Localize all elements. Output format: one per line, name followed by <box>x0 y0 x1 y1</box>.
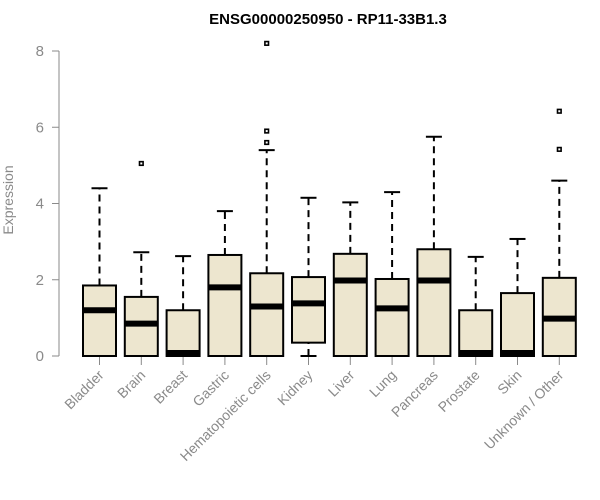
box-skin <box>500 237 535 357</box>
box-body <box>374 277 410 357</box>
box-body <box>249 272 285 357</box>
box-breast <box>165 255 201 357</box>
box-liver <box>332 201 368 357</box>
box-kidney <box>291 196 326 357</box>
y-tick-label: 8 <box>36 43 44 60</box>
box-body <box>165 309 201 357</box>
box-body <box>416 248 452 357</box>
box-unknown-other <box>541 108 577 357</box>
y-axis-ticks: 0 2 4 6 8 <box>36 43 59 365</box>
outlier-point <box>556 108 562 114</box>
x-tick-label: Kidney <box>274 367 316 409</box>
x-tick-label: Brain <box>114 367 148 401</box>
x-tick-label: Unknown / Other <box>481 367 567 453</box>
y-tick-label: 0 <box>36 348 44 365</box>
outlier-point <box>264 139 270 146</box>
box-brain <box>123 160 159 357</box>
box-pancreas <box>416 135 452 357</box>
box-hematopoietic-cells <box>249 40 285 357</box>
outlier-point <box>264 40 270 46</box>
box-bladder <box>82 187 117 357</box>
box-prostate <box>458 255 494 357</box>
x-tick-label: Prostate <box>435 367 483 415</box>
outlier-point <box>556 146 562 152</box>
box-body <box>291 276 326 344</box>
box-body <box>500 292 535 357</box>
x-tick-label: Liver <box>325 367 358 400</box>
box-gastric <box>207 210 243 357</box>
box-body <box>82 284 117 357</box>
x-tick-label: Bladder <box>61 367 107 413</box>
outlier-point <box>138 160 144 167</box>
x-tick-label: Skin <box>494 367 525 398</box>
x-tick-label: Lung <box>366 367 399 400</box>
chart-title: ENSG00000250950 - RP11-33B1.3 <box>209 11 447 28</box>
y-axis-label: Expression <box>0 165 16 234</box>
y-tick-label: 6 <box>36 119 44 136</box>
box-body <box>207 253 243 357</box>
box-series <box>82 40 577 357</box>
box-body <box>458 309 494 357</box>
x-tick-label: Breast <box>150 367 190 407</box>
y-tick-label: 4 <box>36 196 44 213</box>
outlier-point <box>264 128 270 134</box>
box-body <box>332 252 368 357</box>
box-lung <box>374 191 410 357</box>
y-tick-label: 2 <box>36 272 44 289</box>
